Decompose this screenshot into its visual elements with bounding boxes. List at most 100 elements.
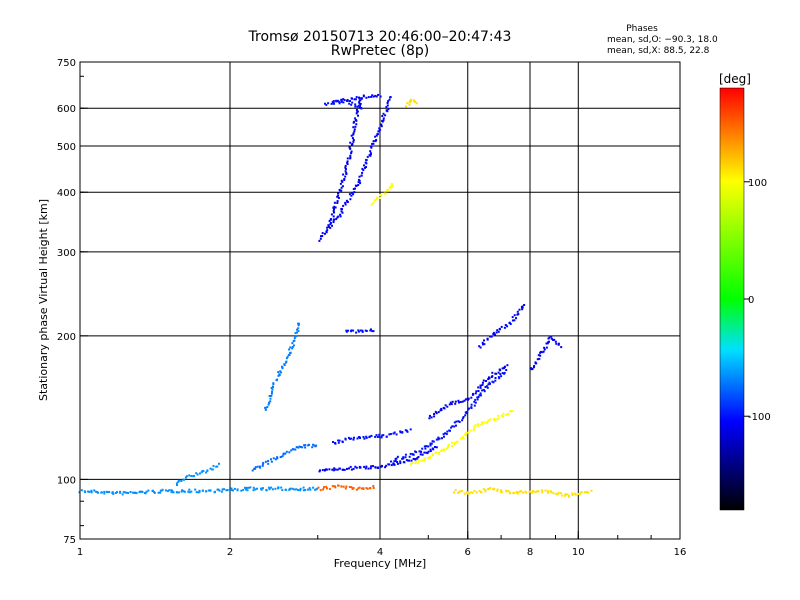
- echo-point: [344, 469, 346, 471]
- echo-point: [360, 108, 362, 110]
- echo-point: [475, 390, 477, 392]
- echo-point: [365, 166, 367, 168]
- echo-point: [402, 456, 404, 458]
- echo-point: [455, 401, 457, 403]
- echo-point: [408, 460, 410, 462]
- echo-point: [475, 392, 477, 394]
- echo-point: [352, 141, 354, 143]
- echo-point: [219, 490, 221, 492]
- echo-point: [538, 354, 540, 356]
- echo-point: [269, 400, 271, 402]
- echo-point: [338, 442, 340, 444]
- echo-point: [270, 487, 272, 489]
- echo-point: [291, 342, 293, 344]
- echo-point: [327, 102, 329, 104]
- echo-point: [451, 445, 453, 447]
- echo-point: [370, 467, 372, 469]
- echo-point: [448, 444, 450, 446]
- echo-point: [300, 488, 302, 490]
- echo-point: [361, 172, 363, 174]
- echo-point: [350, 104, 352, 106]
- echo-point: [322, 489, 324, 491]
- echo-point: [502, 415, 504, 417]
- echo-point: [495, 377, 497, 379]
- echo-point: [196, 491, 198, 493]
- echo-point: [438, 452, 440, 454]
- echo-point: [454, 403, 456, 405]
- echo-point: [419, 450, 421, 452]
- echo-point: [265, 409, 267, 411]
- echo-point: [173, 491, 175, 493]
- echo-point: [461, 490, 463, 492]
- echo-point: [247, 489, 249, 491]
- echo-point: [401, 432, 403, 434]
- echo-point: [335, 469, 337, 471]
- echo-point: [446, 431, 448, 433]
- echo-point: [295, 488, 297, 490]
- echo-point: [294, 449, 296, 451]
- echo-point: [498, 377, 500, 379]
- echo-point: [358, 101, 360, 103]
- grid: [80, 62, 680, 539]
- echo-point: [106, 491, 108, 493]
- echo-point: [497, 418, 499, 420]
- echo-point: [347, 330, 349, 332]
- echo-point: [178, 491, 180, 493]
- echo-point: [270, 398, 272, 400]
- echo-point: [471, 404, 473, 406]
- echo-point: [272, 383, 274, 385]
- y-tick-label: 500: [57, 142, 76, 153]
- echo-point: [478, 396, 480, 398]
- echo-point: [436, 446, 438, 448]
- echo-point: [253, 489, 255, 491]
- echo-point: [353, 188, 355, 190]
- echo-point: [288, 451, 290, 453]
- echo-point: [513, 319, 515, 321]
- echo-point: [162, 489, 164, 491]
- echo-point: [496, 329, 498, 331]
- colorbar-tick-label: -100: [748, 412, 771, 423]
- echo-point: [378, 127, 380, 129]
- echo-point: [351, 192, 353, 194]
- phases-title: Phases: [626, 24, 658, 34]
- echo-point: [462, 436, 464, 438]
- echo-point: [417, 462, 419, 464]
- echo-point: [349, 193, 351, 195]
- echo-point: [425, 445, 427, 447]
- echo-point: [345, 486, 347, 488]
- echo-point: [380, 195, 382, 197]
- echo-point: [122, 493, 124, 495]
- echo-point: [525, 492, 527, 494]
- echo-point: [494, 373, 496, 375]
- echo-point: [383, 117, 385, 119]
- echo-point: [322, 232, 324, 234]
- echo-point: [347, 157, 349, 159]
- echo-point: [481, 389, 483, 391]
- echo-point: [410, 453, 412, 455]
- echo-point: [348, 103, 350, 105]
- echo-point: [520, 490, 522, 492]
- echo-point: [387, 102, 389, 104]
- echo-point: [380, 96, 382, 98]
- echo-point: [116, 491, 118, 493]
- echo-point: [329, 488, 331, 490]
- echo-point: [353, 130, 355, 132]
- echo-point: [466, 411, 468, 413]
- echo-point: [501, 491, 503, 493]
- echo-point: [587, 492, 589, 494]
- echo-point: [504, 372, 506, 374]
- echo-point: [201, 470, 203, 472]
- echo-point: [460, 438, 462, 440]
- echo-point: [424, 458, 426, 460]
- echo-point: [147, 490, 149, 492]
- echo-point: [591, 490, 593, 492]
- echo-point: [326, 469, 328, 471]
- echo-point: [497, 415, 499, 417]
- echo-point: [368, 436, 370, 438]
- echo-point: [289, 346, 291, 348]
- echo-point: [535, 361, 537, 363]
- echo-point: [443, 448, 445, 450]
- echo-point: [249, 486, 251, 488]
- echo-point: [333, 215, 335, 217]
- colorbar-ticks: 1000-100: [744, 178, 771, 423]
